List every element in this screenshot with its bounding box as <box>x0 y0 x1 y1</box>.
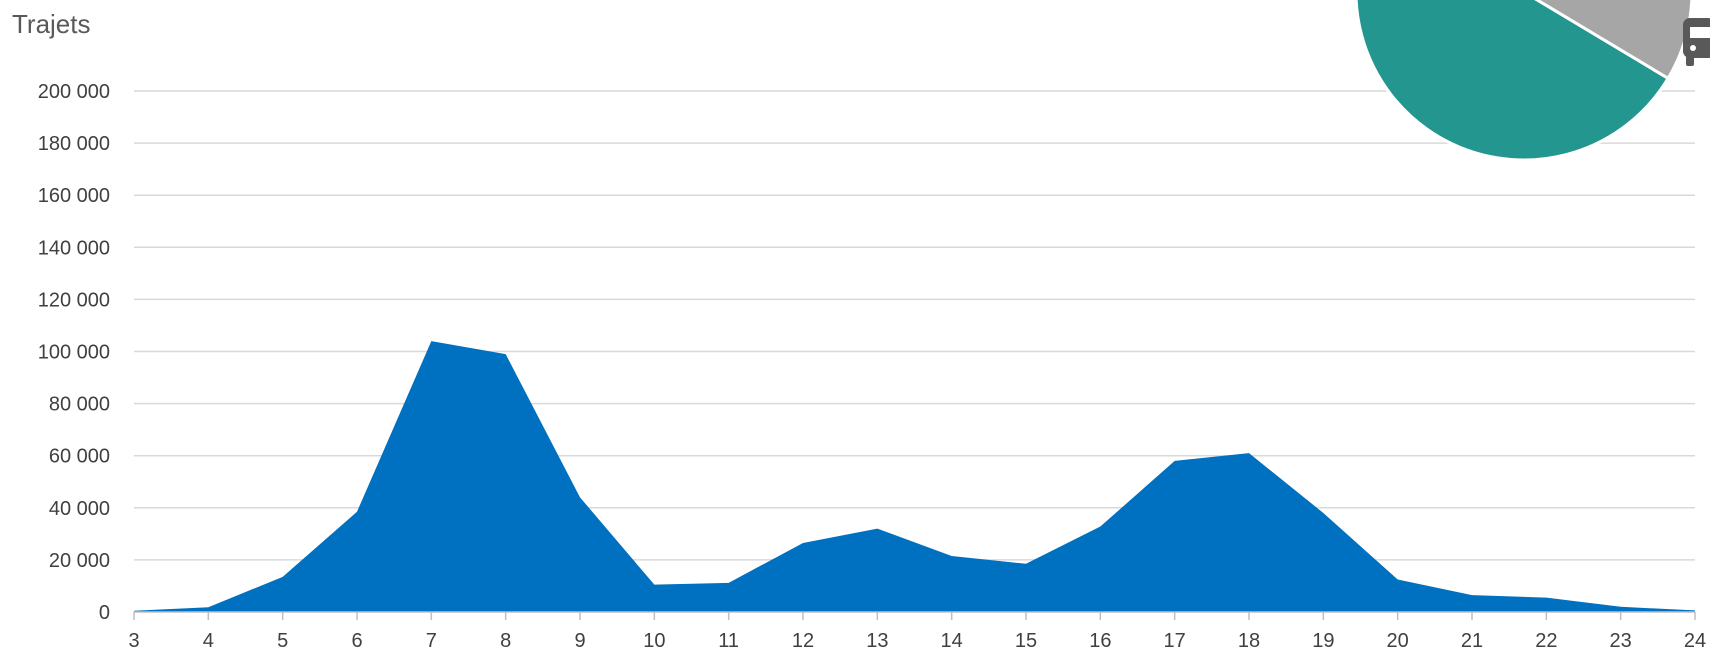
bus-icon <box>1683 18 1710 66</box>
x-tick-label: 16 <box>1089 630 1111 652</box>
axes: 0 20 000 40 000 60 000 80 000 100 000 120 000 1… <box>38 81 1706 652</box>
y-tick-label: 160 000 <box>38 185 110 207</box>
pie-slice-teal <box>1354 0 1671 162</box>
y-tick-label: 120 000 <box>38 289 110 311</box>
x-tick-label: 7 <box>426 630 437 652</box>
x-tick-label: 6 <box>351 630 362 652</box>
x-tick-label: 22 <box>1535 630 1557 652</box>
x-tick-label: 12 <box>792 630 814 652</box>
x-tick-label: 5 <box>277 630 288 652</box>
x-tick-label: 19 <box>1312 630 1334 652</box>
y-tick-label: 80 000 <box>49 394 110 416</box>
y-tick-label: 140 000 <box>38 237 110 259</box>
x-tick-label: 21 <box>1461 630 1483 652</box>
x-tick-label: 17 <box>1164 630 1186 652</box>
pie-slice-grey <box>1534 0 1694 81</box>
y-tick-label: 0 <box>99 602 110 624</box>
x-tick-label: 20 <box>1387 630 1409 652</box>
area-series <box>134 341 1695 612</box>
x-tick-label: 18 <box>1238 630 1260 652</box>
y-tick-label: 100 000 <box>38 342 110 364</box>
x-tick-label: 15 <box>1015 630 1037 652</box>
y-axis-title: Trajets <box>12 9 91 39</box>
y-tick-label: 200 000 <box>38 81 110 103</box>
x-tick-label: 9 <box>574 630 585 652</box>
x-tick-label: 13 <box>866 630 888 652</box>
x-tick-label: 14 <box>941 630 963 652</box>
x-tick-label: 3 <box>128 630 139 652</box>
area-fill <box>134 341 1695 612</box>
x-tick-label: 10 <box>643 630 665 652</box>
y-tick-label: 60 000 <box>49 446 110 468</box>
x-tick-label: 8 <box>500 630 511 652</box>
y-tick-label: 40 000 <box>49 498 110 520</box>
x-tick-label: 24 <box>1684 630 1706 652</box>
x-tick-label: 23 <box>1610 630 1632 652</box>
x-tick-label: 4 <box>203 630 214 652</box>
y-tick-label: 20 000 <box>49 550 110 572</box>
x-tick-label: 11 <box>718 630 739 652</box>
y-tick-label: 180 000 <box>38 133 110 155</box>
pie-chart <box>1354 0 1694 162</box>
